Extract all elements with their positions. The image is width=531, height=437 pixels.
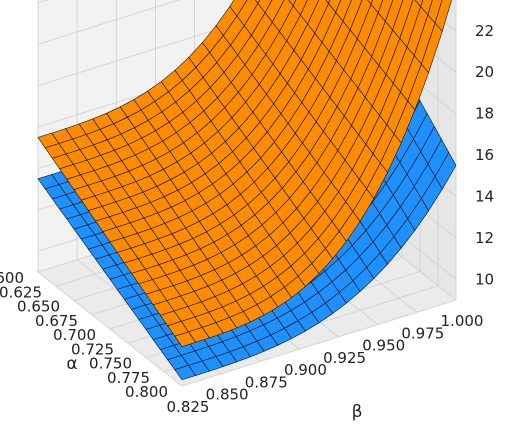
- beta-tick-label: 0.975: [401, 324, 444, 342]
- alpha-tick-label: 0.700: [53, 326, 96, 344]
- z-tick-label: 22: [475, 22, 494, 40]
- z-tick-label: 14: [475, 187, 494, 205]
- alpha-tick-label: 0.725: [71, 340, 114, 358]
- alpha-tick-label: 0.625: [0, 283, 42, 301]
- beta-tick-label: 0.950: [362, 337, 405, 355]
- alpha-tick-label: 0.775: [107, 369, 150, 387]
- z-tick-label: 20: [475, 63, 494, 81]
- alpha-tick-label: 0.650: [17, 298, 60, 316]
- surface-cell: [174, 331, 197, 348]
- alpha-tick-label: 0.600: [0, 269, 24, 287]
- surface-cell: [174, 365, 197, 381]
- alpha-axis-title: α: [66, 354, 77, 374]
- beta-tick-label: 1.000: [441, 312, 484, 330]
- alpha-tick-label: 0.800: [125, 383, 168, 401]
- z-tick-label: 12: [475, 229, 494, 247]
- beta-tick-label: 0.925: [323, 349, 366, 367]
- surface-orange: [37, 0, 452, 348]
- beta-tick-label: 0.875: [245, 373, 288, 391]
- gridline-beta: [37, 0, 183, 387]
- beta-tick-label: 0.900: [284, 361, 327, 379]
- z-tick-label: 16: [475, 146, 494, 164]
- beta-tick-label: 0.825: [167, 398, 210, 416]
- beta-axis-title: β: [352, 402, 363, 422]
- z-tick-label: 18: [475, 105, 494, 123]
- z-tick-label: 10: [475, 270, 494, 288]
- beta-tick-label: 0.850: [206, 386, 249, 404]
- alpha-tick-label: 0.675: [35, 312, 78, 330]
- alpha-tick-label: 0.750: [89, 355, 132, 373]
